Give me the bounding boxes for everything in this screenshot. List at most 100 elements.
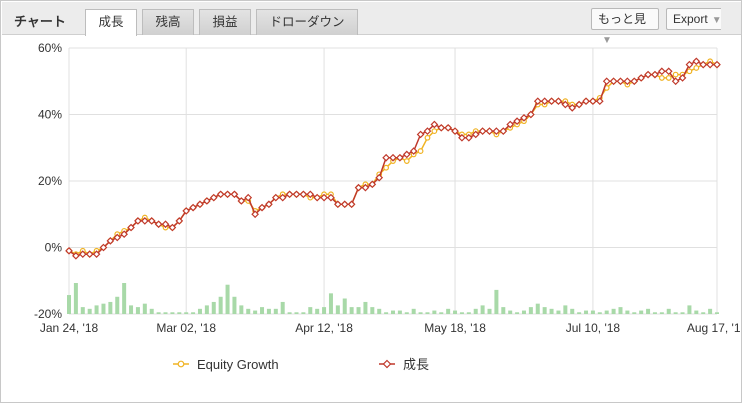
y-tick-label: -20% (34, 307, 62, 321)
growth-point (492, 127, 501, 135)
volume-bar (149, 308, 154, 314)
legend-label: 成長 (403, 357, 429, 372)
volume-bar (308, 307, 313, 314)
growth-point (340, 200, 349, 209)
volume-bar (142, 303, 147, 314)
growth-point (699, 60, 708, 69)
volume-bar (521, 310, 526, 314)
growth-point (402, 150, 411, 159)
export-button[interactable]: Export ▼ (666, 8, 722, 30)
growth-point (609, 77, 618, 86)
growth-point (678, 74, 687, 82)
volume-bar (411, 308, 416, 314)
growth-point (72, 251, 80, 260)
y-tick-label: 60% (38, 41, 62, 55)
equity-point (658, 75, 665, 81)
volume-bar (377, 308, 382, 314)
more-button[interactable]: もっと見 ▼ (591, 8, 659, 46)
y-tick-label: 0% (45, 241, 63, 255)
volume-bar (404, 312, 409, 314)
equity-point (417, 148, 424, 154)
volume-bar (363, 301, 368, 314)
volume-bar (246, 308, 251, 314)
volume-bar (459, 312, 464, 314)
volume-bar (328, 293, 333, 314)
growth-point (65, 246, 73, 255)
growth-point (354, 183, 363, 192)
growth-point (265, 200, 273, 209)
tab-balance[interactable]: 残高 (142, 9, 194, 35)
volume-bar (473, 308, 478, 314)
equity-point (383, 164, 390, 171)
volume-bar (494, 289, 499, 314)
growth-point (334, 200, 342, 209)
volume-bar (197, 308, 202, 314)
volume-bar (604, 310, 609, 314)
tab-drawdown[interactable]: ドローダウン (256, 9, 358, 35)
volume-bar (632, 312, 637, 314)
volume-bar (446, 308, 451, 314)
growth-point (664, 67, 673, 76)
growth-point (685, 60, 694, 69)
growth-point (292, 190, 301, 199)
volume-bar (335, 305, 340, 314)
volume-bar (170, 312, 175, 314)
x-tick-label: Apr 12, '18 (295, 321, 353, 335)
growth-point (485, 127, 494, 135)
volume-bar (301, 312, 306, 314)
growth-point (478, 127, 487, 135)
growth-point (706, 60, 714, 69)
volume-bar (273, 308, 278, 314)
volume-bar (549, 308, 554, 314)
growth-point (347, 200, 356, 209)
volume-bar (156, 312, 161, 314)
growth-point (458, 133, 466, 142)
volume-bar (487, 308, 492, 314)
volume-bar (515, 312, 520, 314)
volume-bar (73, 283, 78, 314)
equity-point (431, 128, 438, 135)
panel-title: チャート (14, 14, 66, 29)
growth-point (658, 67, 666, 76)
equity-point (672, 71, 679, 78)
volume-bar (584, 310, 589, 314)
volume-bar (87, 308, 92, 314)
growth-point (271, 193, 280, 202)
volume-bar (466, 312, 471, 314)
growth-point (161, 220, 170, 229)
growth-point (437, 123, 446, 132)
volume-bar (94, 305, 99, 314)
volume-bar (253, 310, 258, 314)
volume-bar (618, 307, 623, 314)
growth-point (140, 217, 149, 225)
volume-bar (239, 305, 244, 314)
growth-point (327, 193, 335, 202)
tab-growth[interactable]: 成長 (85, 9, 137, 36)
growth-point (513, 117, 521, 125)
volume-bar (370, 307, 375, 314)
tab-profit[interactable]: 損益 (199, 9, 251, 35)
growth-point (582, 97, 590, 106)
growth-point (451, 127, 459, 135)
chart-toolbar: チャート 成長 残高 損益 ドローダウン もっと見▼ Export ▼ (2, 2, 741, 46)
growth-point (623, 77, 632, 86)
volume-bar (480, 305, 485, 314)
growth-point (361, 183, 370, 192)
x-tick-label: Mar 02, '18 (156, 321, 216, 335)
volume-bar (108, 301, 113, 314)
growth-point (106, 237, 115, 245)
volume-bar (597, 312, 602, 314)
growth-point (651, 70, 659, 79)
growth-point (713, 60, 721, 69)
volume-bar (535, 303, 540, 314)
growth-point (616, 77, 625, 86)
growth-point (630, 77, 639, 86)
volume-bar (349, 307, 354, 314)
y-tick-label: 20% (38, 174, 62, 188)
volume-bar (391, 310, 395, 314)
growth-point (644, 70, 652, 79)
growth-point (382, 153, 390, 162)
growth-point (78, 250, 87, 258)
growth-point (223, 190, 232, 199)
volume-bar (687, 305, 692, 314)
